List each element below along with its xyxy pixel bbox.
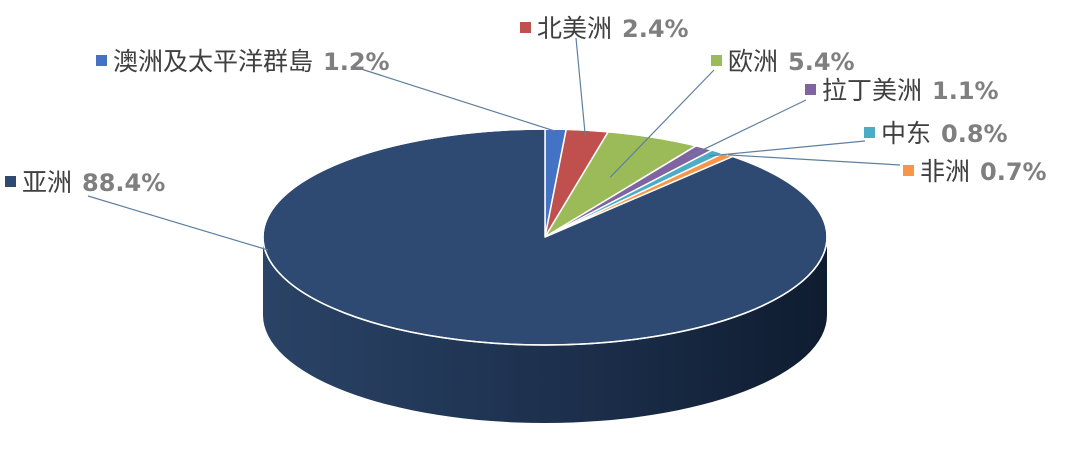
leader-line [609, 69, 715, 178]
legend-marker [5, 176, 16, 187]
data-label: 亚洲 88.4% [22, 168, 165, 197]
legend-marker [96, 55, 107, 66]
data-label-name: 中东 [881, 119, 931, 148]
leader-line [87, 195, 269, 251]
data-label-value: 5.4% [788, 48, 855, 76]
pie-rim [262, 128, 828, 346]
data-label-name: 非洲 [920, 157, 970, 186]
data-label-name: 澳洲及太平洋群島 [113, 47, 313, 76]
data-label-value: 2.4% [622, 15, 689, 43]
legend-marker [805, 84, 816, 95]
legend-marker [864, 127, 875, 138]
data-label: 非洲 0.7% [920, 157, 1047, 186]
leader-line [728, 154, 901, 166]
data-label: 澳洲及太平洋群島 1.2% [113, 47, 390, 76]
slice-e4ba9ae6b4b2 [262, 128, 828, 346]
data-label-name: 北美洲 [537, 14, 612, 43]
legend-marker [903, 165, 914, 176]
data-label-name: 拉丁美洲 [822, 76, 922, 105]
data-label-value: 1.2% [323, 48, 390, 76]
leader-line [357, 67, 556, 132]
pie-side-wall [263, 237, 827, 423]
data-label-name: 欧洲 [728, 47, 778, 76]
data-label-value: 1.1% [932, 77, 999, 105]
leader-line [709, 140, 866, 157]
data-label: 中东 0.8% [881, 119, 1008, 148]
legend-marker [711, 55, 722, 66]
data-label: 欧洲 5.4% [728, 47, 855, 76]
pie-side [263, 237, 827, 423]
data-label-value: 0.7% [980, 158, 1047, 186]
data-label: 拉丁美洲 1.1% [822, 76, 999, 105]
data-label-value: 0.8% [941, 120, 1008, 148]
data-labels: 澳洲及太平洋群島 1.2% 北美洲 2.4% 欧洲 5.4%拉丁美洲 1.1%中东 0.8% 非… [5, 14, 1047, 197]
data-label-name: 亚洲 [22, 168, 72, 197]
pie-top [262, 128, 828, 346]
legend-marker [520, 22, 531, 33]
data-label: 北美洲 2.4% [537, 14, 689, 43]
leader-line [575, 37, 586, 136]
leader-lines [87, 37, 901, 251]
data-label-value: 88.4% [82, 169, 165, 197]
leader-line [688, 99, 807, 158]
